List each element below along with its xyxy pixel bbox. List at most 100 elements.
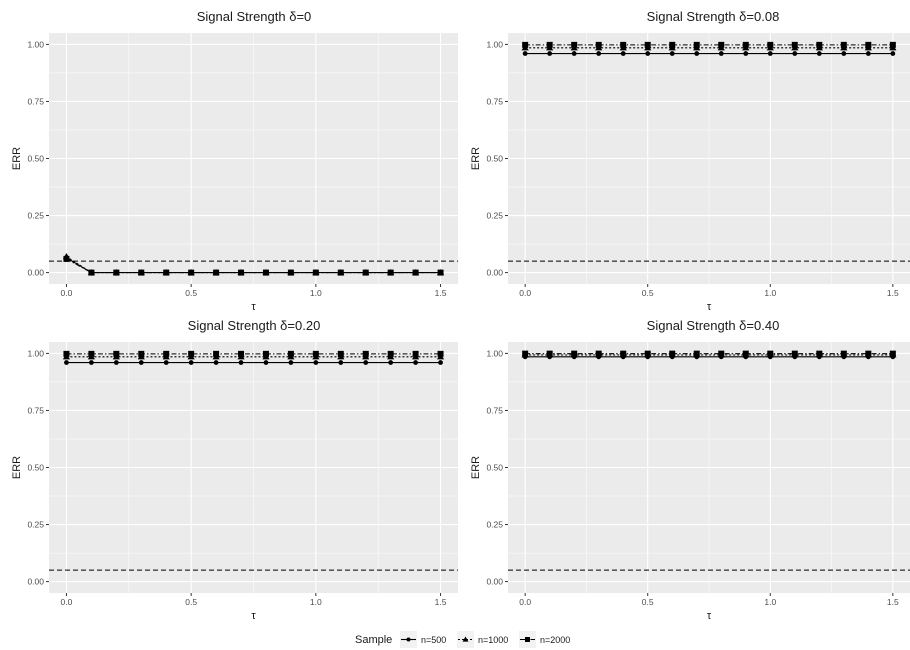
- x-tick-label: 1.0: [764, 597, 776, 607]
- y-tick-label: 0.00: [486, 268, 503, 278]
- data-point: [546, 350, 553, 357]
- y-tick-label: 0.00: [486, 577, 503, 587]
- data-point: [63, 255, 70, 262]
- data-point: [387, 350, 394, 357]
- data-point: [865, 350, 872, 357]
- data-point: [438, 360, 443, 365]
- data-point: [113, 350, 120, 357]
- data-point: [188, 269, 195, 276]
- y-axis-title: ERR: [11, 456, 23, 479]
- data-point: [693, 350, 700, 357]
- x-axis-title: τ: [251, 610, 256, 622]
- data-point: [188, 350, 195, 357]
- data-point: [693, 41, 700, 48]
- y-tick-label: 0.75: [27, 96, 44, 106]
- data-point: [312, 350, 319, 357]
- x-tick-label: 0.0: [519, 597, 531, 607]
- data-point: [522, 41, 529, 48]
- legend-title: Sample: [355, 634, 392, 646]
- data-point: [213, 269, 220, 276]
- y-tick-label: 0.50: [27, 463, 44, 473]
- data-point: [571, 41, 578, 48]
- legend-key-marker: [525, 637, 530, 642]
- data-point: [163, 350, 170, 357]
- panel-title: Signal Strength δ=0.08: [647, 9, 780, 24]
- data-point: [313, 360, 319, 365]
- x-axis-title: τ: [707, 610, 712, 622]
- series-n=2000: [63, 350, 444, 357]
- data-point: [792, 51, 798, 56]
- x-axis-title: τ: [707, 301, 712, 313]
- data-point: [138, 269, 145, 276]
- data-point: [767, 41, 774, 48]
- legend-label: n=1000: [478, 635, 508, 645]
- legend-item-n=2000: n=2000: [519, 631, 570, 648]
- data-point: [791, 350, 798, 357]
- legend: Sample n=500 n=1000 n=2000: [355, 631, 570, 648]
- x-tick-label: 0.5: [642, 288, 654, 298]
- data-point: [522, 51, 528, 56]
- y-tick-label: 0.25: [27, 211, 44, 221]
- data-point: [362, 269, 369, 276]
- data-point: [88, 350, 95, 357]
- data-point: [287, 350, 294, 357]
- y-axis-title: ERR: [11, 147, 23, 170]
- panel-title: Signal Strength δ=0.40: [647, 318, 780, 333]
- x-tick-label: 0.0: [61, 288, 73, 298]
- x-tick-label: 1.0: [764, 288, 776, 298]
- data-point: [595, 350, 602, 357]
- data-point: [387, 269, 394, 276]
- data-point: [138, 360, 144, 365]
- data-point: [238, 360, 244, 365]
- data-point: [596, 51, 602, 56]
- data-point: [213, 360, 219, 365]
- panel-title: Signal Strength δ=0: [197, 9, 312, 24]
- data-point: [338, 360, 344, 365]
- data-point: [816, 51, 822, 56]
- data-point: [113, 360, 119, 365]
- data-point: [620, 41, 627, 48]
- x-axis-title: τ: [251, 301, 256, 313]
- data-point: [263, 360, 269, 365]
- legend-item-n=500: n=500: [400, 631, 446, 648]
- data-point: [88, 269, 95, 276]
- data-point: [362, 350, 369, 357]
- data-point: [262, 269, 269, 276]
- data-point: [767, 51, 773, 56]
- series-n=2000: [63, 255, 444, 276]
- data-point: [63, 350, 70, 357]
- x-tick-label: 1.5: [887, 288, 899, 298]
- data-point: [88, 360, 94, 365]
- data-point: [363, 360, 369, 365]
- x-tick-label: 1.5: [435, 597, 447, 607]
- data-point: [889, 350, 896, 357]
- chart-panel-2: 0.00 0.25 0.50 0.75 1.00 0.0 0.5 1.0 1.5 Signal S…: [470, 9, 910, 313]
- y-tick-label: 0.25: [486, 520, 503, 530]
- data-point: [388, 360, 394, 365]
- data-point: [337, 269, 344, 276]
- data-point: [767, 350, 774, 357]
- data-point: [742, 41, 749, 48]
- data-point: [669, 41, 676, 48]
- data-point: [840, 41, 847, 48]
- series-n=2000: [522, 41, 896, 48]
- data-point: [841, 51, 847, 56]
- x-tick-label: 0.5: [642, 597, 654, 607]
- x-tick-label: 1.5: [435, 288, 447, 298]
- y-tick-label: 1.00: [486, 348, 503, 358]
- data-point: [412, 269, 419, 276]
- y-tick-label: 0.75: [27, 405, 44, 415]
- y-axis-title: ERR: [470, 456, 482, 479]
- panel-title: Signal Strength δ=0.20: [188, 318, 321, 333]
- y-tick-label: 0.75: [486, 96, 503, 106]
- chart-panel-4: 0.00 0.25 0.50 0.75 1.00 0.0 0.5 1.0 1.5 Signal S…: [470, 318, 910, 622]
- data-point: [163, 360, 169, 365]
- data-point: [213, 350, 220, 357]
- data-point: [840, 350, 847, 357]
- data-point: [718, 41, 725, 48]
- data-point: [163, 269, 170, 276]
- y-tick-label: 0.25: [486, 211, 503, 221]
- series-n=500: [522, 51, 896, 56]
- data-point: [262, 350, 269, 357]
